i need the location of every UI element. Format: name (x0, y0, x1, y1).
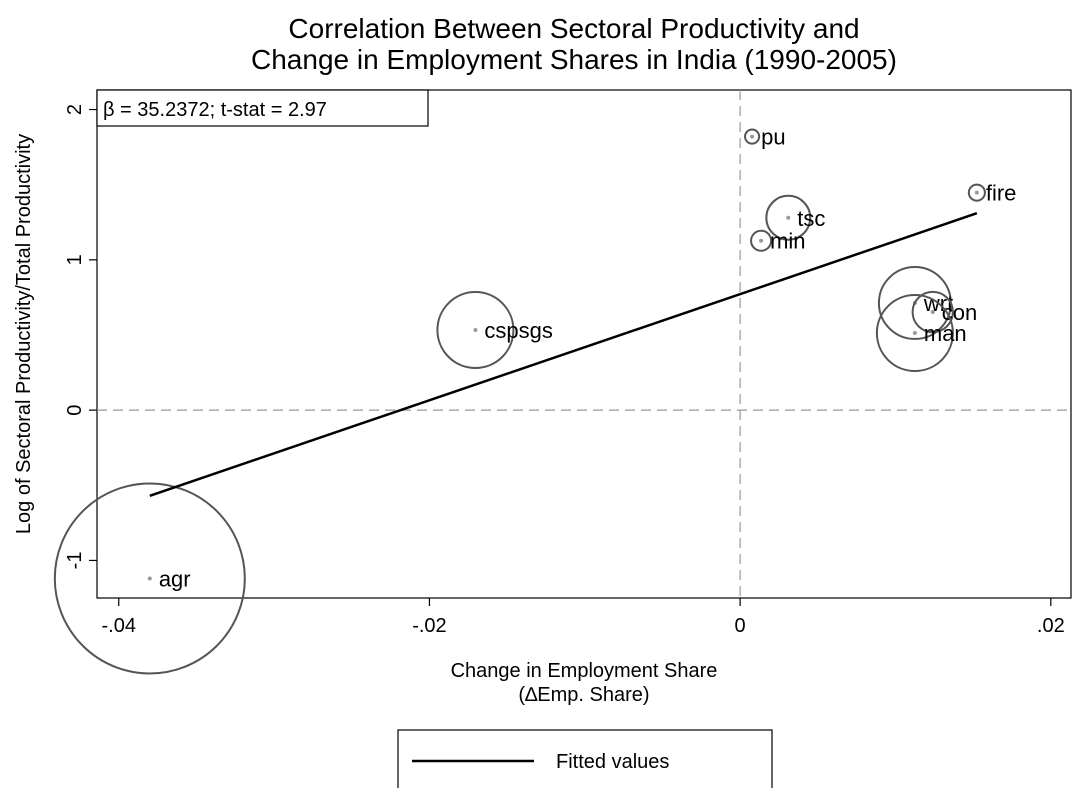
point-dot (147, 576, 152, 581)
bubble (744, 128, 761, 145)
point-dot (759, 238, 764, 243)
point-label: cspsgs (484, 318, 552, 343)
point-label: min (770, 229, 805, 254)
annotation: β = 35.2372; t-stat = 2.97 (103, 99, 327, 121)
point-label: tsc (797, 206, 825, 231)
point-dot (750, 134, 755, 139)
chart-title: Change in Employment Shares in India (19… (251, 44, 897, 75)
plot-frame (96, 89, 1072, 599)
x-tick-label: -.02 (412, 615, 446, 637)
legend-box (397, 729, 773, 788)
point-dot (974, 190, 979, 195)
bubble (53, 482, 246, 675)
point-dot (473, 328, 478, 333)
point-dot (786, 215, 791, 220)
x-tick-label: -.04 (102, 615, 136, 637)
point-label: man (924, 321, 967, 346)
bubble (436, 291, 515, 370)
x-tick-label: .02 (1037, 615, 1065, 637)
y-tick-label: 0 (64, 405, 86, 416)
legend-label: Fitted values (556, 751, 669, 773)
point-label: fire (986, 181, 1017, 206)
x-axis-label: Change in Employment Share (451, 660, 718, 682)
y-tick-label: 2 (64, 104, 86, 115)
y-tick-label: 1 (64, 254, 86, 265)
y-axis-label: Log of Sectoral Productivity/Total Produ… (13, 134, 35, 534)
x-tick-label: 0 (735, 615, 746, 637)
point-label: agr (159, 566, 191, 591)
point-dot (930, 309, 935, 314)
bubble (967, 183, 986, 202)
y-tick-label: -1 (64, 552, 86, 570)
bubble (750, 229, 773, 252)
bubble (875, 294, 954, 373)
point-label: pu (761, 125, 785, 150)
fitted-line (149, 212, 978, 497)
annotation-box (96, 89, 429, 127)
bubble (765, 194, 812, 241)
chart-title: Correlation Between Sectoral Productivit… (288, 13, 859, 44)
x-axis-label: (∆Emp. Share) (518, 684, 649, 706)
bubble (911, 290, 954, 334)
point-dot (912, 331, 917, 336)
